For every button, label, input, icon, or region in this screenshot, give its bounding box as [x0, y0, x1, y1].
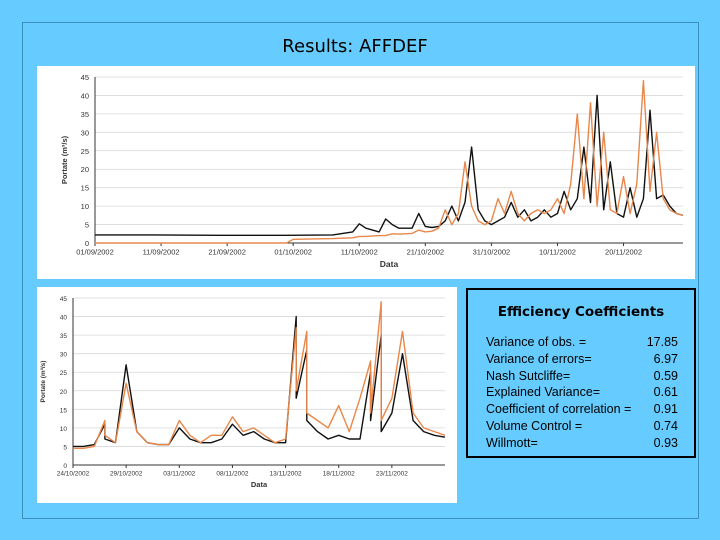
- efficiency-value: 17.85: [646, 335, 678, 349]
- efficiency-row: Variance of obs. = 17.85: [486, 334, 678, 351]
- y-tick-label: 10: [60, 426, 68, 433]
- y-tick-label: 40: [81, 91, 89, 100]
- x-tick-label: 01/10/2002: [274, 248, 312, 257]
- x-tick-label: 23/11/2002: [376, 471, 408, 478]
- series-line-simulated: [73, 300, 446, 450]
- efficiency-list: Variance of obs. = 17.85 Variance of error…: [486, 334, 678, 452]
- efficiency-row: Coefficient of correlation = 0.91: [486, 401, 678, 418]
- efficiency-title: Efficiency Coefficients: [497, 304, 665, 320]
- chart-top-panel: 0 5 10 15 20 25 30 35 40 45 01/09/2002 11/09/2002 21…: [37, 66, 695, 279]
- x-tick-label: 11/10/2002: [341, 248, 378, 257]
- y-tick-label: 35: [81, 110, 89, 119]
- y-axis-label: Portate (m³/s): [60, 135, 69, 184]
- y-tick-label: 15: [81, 184, 89, 193]
- x-tick-label: 20/11/2002: [605, 248, 642, 257]
- efficiency-row: Variance of errors= 6.97: [486, 351, 678, 368]
- x-tick-label: 24/10/2002: [57, 471, 90, 478]
- y-tick-label: 10: [81, 202, 89, 211]
- x-axis-label: Data: [251, 480, 268, 489]
- efficiency-row: Willmott= 0.93: [486, 435, 678, 452]
- y-tick-label: 5: [63, 444, 67, 451]
- efficiency-label: Nash Sutcliffe=: [486, 368, 571, 383]
- y-tick-label: 25: [81, 147, 89, 156]
- efficiency-row: Nash Sutcliffe= 0.59: [486, 368, 678, 385]
- y-tick-label: 5: [85, 221, 89, 230]
- x-tick-label: 13/11/2002: [270, 471, 302, 478]
- series-line-observed: [95, 94, 684, 237]
- efficiency-label: Coefficient of correlation =: [486, 402, 632, 417]
- x-tick-label: 21/09/2002: [208, 248, 246, 257]
- y-tick-label: 25: [60, 370, 68, 377]
- series-line-observed: [73, 315, 446, 448]
- efficiency-row: Volume Control = 0.74: [486, 418, 678, 435]
- y-tick-label: 0: [63, 463, 67, 470]
- efficiency-label: Willmott=: [486, 435, 538, 450]
- y-tick-label: 35: [60, 333, 68, 340]
- efficiency-label: Explained Variance=: [486, 385, 601, 400]
- y-tick-label: 20: [81, 165, 89, 174]
- page-title: Results: AFFDEF: [282, 36, 428, 57]
- y-axis-label: Portate (m³/s): [40, 361, 47, 403]
- y-tick-label: 20: [60, 389, 68, 396]
- x-tick-label: 31/10/2002: [473, 248, 511, 257]
- x-tick-label: 08/11/2002: [216, 471, 248, 478]
- y-tick-label: 15: [60, 407, 68, 414]
- x-tick-label: 10/11/2002: [539, 248, 576, 257]
- y-tick-label: 30: [60, 352, 68, 359]
- efficiency-box: Efficiency Coefficients Variance of obs.…: [466, 288, 696, 458]
- series-line-simulated: [95, 79, 684, 244]
- discharge-chart-zoom-period: 0 5 10 15 20 25 30 35 40 45 24/10/2002 29/10/2002 03…: [40, 296, 446, 489]
- discharge-chart-full-period: 0 5 10 15 20 25 30 35 40 45 01/09/2002 11/09/2002 21…: [60, 73, 684, 269]
- x-tick-label: 18/11/2002: [323, 471, 355, 478]
- y-tick-label: 45: [60, 296, 68, 303]
- x-tick-label: 01/09/2002: [76, 248, 114, 257]
- efficiency-value: 0.74: [653, 418, 678, 433]
- efficiency-row: Explained Variance= 0.61: [486, 384, 678, 401]
- y-tick-label: 40: [60, 315, 68, 322]
- y-tick-label: 45: [81, 73, 89, 82]
- x-tick-label: 29/10/2002: [110, 471, 143, 478]
- x-axis-label: Data: [380, 259, 399, 269]
- slide-frame: [22, 22, 699, 519]
- y-tick-label: 30: [81, 128, 89, 137]
- y-tick-label: 0: [85, 239, 89, 248]
- x-tick-label: 11/09/2002: [143, 248, 180, 257]
- efficiency-label: Variance of errors=: [486, 351, 592, 366]
- chart-bottom-panel: 0 5 10 15 20 25 30 35 40 45 24/10/2002 29/10/2002 03…: [37, 287, 457, 503]
- efficiency-label: Variance of obs. =: [486, 335, 587, 349]
- x-tick-label: 03/11/2002: [163, 471, 195, 478]
- efficiency-value: 0.61: [653, 385, 678, 400]
- x-tick-label: 21/10/2002: [407, 248, 445, 257]
- efficiency-value: 0.59: [653, 368, 678, 383]
- efficiency-value: 0.93: [653, 435, 678, 450]
- efficiency-label: Volume Control =: [486, 418, 583, 433]
- efficiency-value: 0.91: [653, 402, 678, 417]
- efficiency-value: 6.97: [653, 351, 678, 366]
